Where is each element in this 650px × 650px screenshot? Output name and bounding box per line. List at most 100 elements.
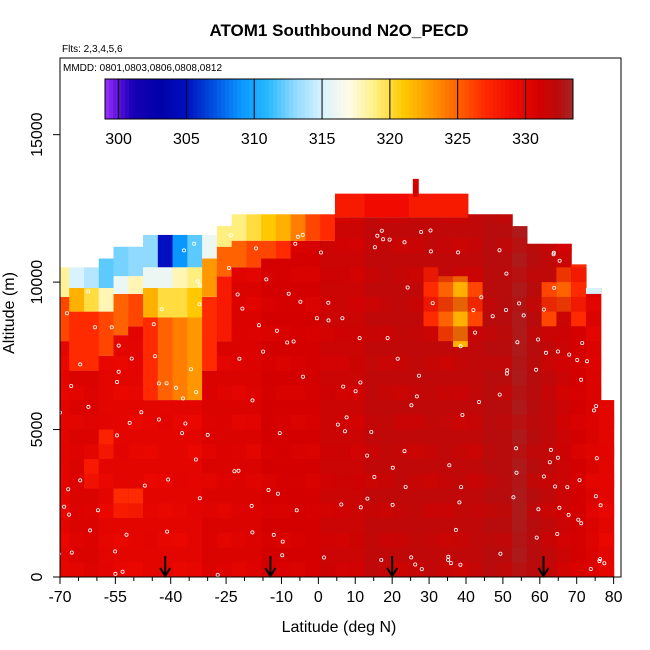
heatmap-band-27-10000 (453, 267, 469, 283)
sample-marker (544, 350, 549, 355)
heatmap-band-19-9000 (334, 296, 351, 312)
sample-marker (226, 265, 231, 270)
sample-marker (165, 529, 170, 534)
heatmap-band-34-0 (556, 562, 572, 577)
heatmap-cell-22-0 (379, 217, 395, 577)
colorbar-segment (389, 79, 394, 119)
heatmap-band-6-3000 (143, 473, 159, 489)
heatmap-band-35-10000 (571, 267, 587, 283)
heatmap-band-29-12000 (482, 214, 498, 224)
heatmap-band-36-6000 (585, 385, 602, 401)
heatmap-band-26-12000 (438, 217, 454, 224)
colorbar-segment (405, 79, 410, 119)
heatmap-band-34-8000 (556, 326, 572, 342)
sample-marker (280, 553, 285, 558)
heatmap-cell-16-1 (290, 214, 307, 241)
heatmap-cell-8-4 (172, 267, 188, 289)
heatmap-band-11-4000 (216, 444, 233, 460)
colorbar-segment (325, 79, 330, 119)
heatmap-cell-3-1 (98, 311, 115, 356)
sample-marker (156, 417, 161, 422)
heatmap-band-12-2000 (231, 503, 247, 519)
colorbar-segment (165, 79, 170, 119)
colorbar-segment (421, 79, 426, 119)
heatmap-band-5-3000 (128, 473, 144, 489)
heatmap-band-24-8000 (408, 326, 425, 342)
colorbar-segment (141, 79, 146, 119)
colorbar-segment (345, 79, 350, 119)
heatmap-band-17-6000 (305, 385, 321, 401)
heatmap-band-25-8000 (423, 326, 439, 342)
colorbar-segment (273, 79, 278, 119)
heatmap-band-16-7000 (290, 355, 307, 371)
heatmap-cell-18-1 (320, 214, 336, 241)
heatmap-band-11-1000 (216, 532, 233, 548)
heatmap-band-36-0 (585, 562, 602, 577)
sample-marker (236, 468, 241, 473)
x-tick-label-1: -55 (104, 589, 127, 606)
heatmap-cell-9-3 (187, 288, 203, 318)
heatmap-band-18-2000 (320, 503, 336, 519)
heatmap-band-22-2000 (379, 503, 395, 519)
heatmap-cell-14-1 (261, 214, 277, 241)
heatmap-band-18-8000 (320, 326, 336, 342)
heatmap-band-30-1000 (497, 532, 513, 548)
heatmap-band-33-8000 (541, 326, 558, 342)
heatmap-band-6-4000 (143, 444, 159, 460)
sample-marker (274, 328, 279, 333)
heatmap-band-31-8000 (512, 326, 528, 342)
sample-marker (479, 295, 484, 300)
heatmap-cell-10-0 (202, 370, 218, 577)
colorbar-segment (117, 79, 122, 119)
heatmap-cell-14-0 (261, 258, 277, 577)
sample-marker (113, 549, 118, 554)
sample-marker (521, 313, 526, 318)
sample-marker (358, 380, 363, 385)
heatmap-cell-2-3 (83, 288, 100, 312)
heatmap-band-4-2000 (113, 503, 129, 519)
date-arrow-head-1 (264, 567, 277, 578)
heatmap-cell-5-1 (128, 293, 144, 327)
heatmap-band-26-9000 (438, 296, 454, 312)
heatmap-band-35-9000 (571, 296, 587, 312)
sample-marker (588, 567, 593, 572)
heatmap-band-25-6000 (423, 385, 439, 401)
sample-marker (505, 368, 510, 373)
heatmap-band-3-5000 (98, 414, 115, 430)
sample-marker (503, 307, 508, 312)
heatmap-band-20-4000 (349, 444, 366, 460)
heatmap-band-28-3000 (467, 473, 484, 489)
heatmap-band-33-2000 (541, 503, 558, 519)
sample-marker (194, 390, 199, 395)
heatmap-band-27-11000 (453, 237, 469, 253)
heatmap-cell-18-0 (320, 240, 336, 577)
sample-marker (124, 532, 129, 537)
heatmap-band-13-4000 (246, 444, 262, 460)
sample-marker (109, 325, 114, 330)
heatmap-band-10-2000 (202, 503, 218, 519)
colorbar-segment (297, 79, 302, 119)
heatmap-band-25-2000 (423, 503, 439, 519)
colorbar-segment (537, 79, 542, 119)
heatmap-band-17-0 (305, 562, 321, 577)
colorbar-segment (109, 79, 114, 119)
heatmap-band-36-5000 (585, 414, 602, 430)
heatmap-band-36-4000 (585, 444, 602, 460)
heatmap-band-29-9000 (482, 296, 498, 312)
colorbar-segment (417, 79, 422, 119)
heatmap-cell-9-1 (187, 317, 203, 401)
heatmap-band-16-3000 (290, 473, 307, 489)
heatmap-band-18-1000 (320, 532, 336, 548)
heatmap-band-24-0 (408, 562, 425, 577)
heatmap-cell-20-1 (349, 193, 366, 218)
sample-marker (547, 460, 552, 465)
heatmap-cell-1-2 (69, 288, 85, 312)
colorbar-segment (513, 79, 518, 119)
heatmap-band-21-0 (364, 562, 380, 577)
heatmap-band-28-11000 (467, 237, 484, 253)
sample-marker (379, 558, 384, 563)
colorbar-segment (493, 79, 498, 119)
heatmap-band-28-10000 (467, 267, 484, 283)
heatmap-band-11-6000 (216, 385, 233, 401)
x-tick-label-11: 60 (531, 589, 549, 606)
